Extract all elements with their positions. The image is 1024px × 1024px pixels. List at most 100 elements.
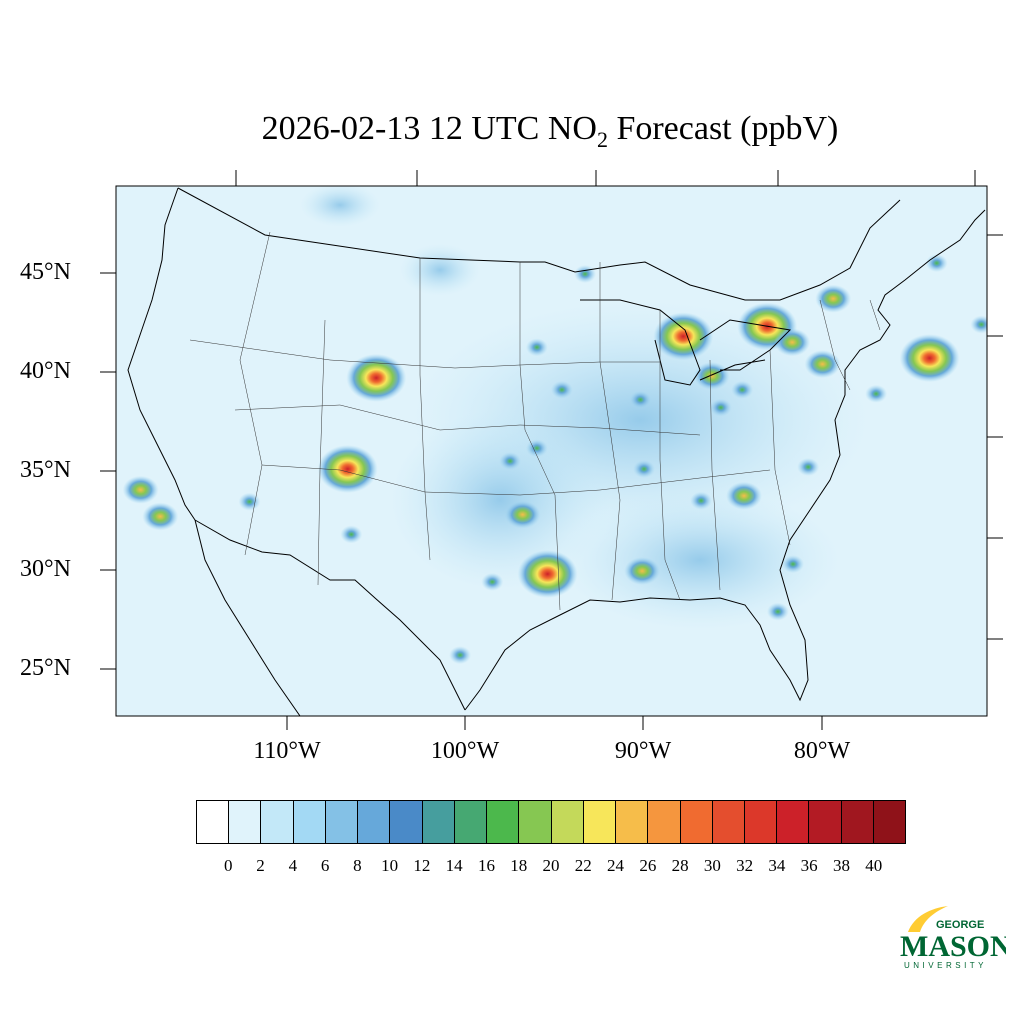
gmu-logo: GEORGE MASON UNIVERSITY <box>900 906 1006 970</box>
lon-label-90w: 90°W <box>614 738 672 764</box>
hotspot-san-francisco <box>58 407 80 425</box>
colorbar-cell <box>648 801 681 843</box>
title-prefix: 2026-02-13 12 UTC NO <box>261 110 597 147</box>
colorbar-tick-label: 26 <box>639 856 657 875</box>
hotspot-san-diego <box>142 502 179 531</box>
colorbar-cell <box>197 801 230 843</box>
title-suffix: Forecast (ppbV) <box>607 110 839 147</box>
state-borders <box>189 231 881 611</box>
colorbar-tick-label: 0 <box>224 856 233 875</box>
colorbar-tick-label: 28 <box>671 856 689 875</box>
colorbar-tick-label: 18 <box>510 856 528 875</box>
colorbar <box>196 800 906 844</box>
colorbar-tick-label: 20 <box>542 856 560 875</box>
colorbar-tick-label: 12 <box>413 856 431 875</box>
hotspot-omaha <box>525 338 548 357</box>
great-lakes <box>580 299 792 386</box>
colorbar-tick-label: 4 <box>288 856 298 875</box>
hotspot-indianapolis <box>693 362 730 390</box>
hotspot-layer <box>56 213 987 665</box>
colorbar-tick-label: 22 <box>574 856 592 875</box>
hotspot-seattle <box>56 213 78 231</box>
colorbar-cell <box>809 801 842 843</box>
colorbar-cell <box>390 801 423 843</box>
hotspot-tampa <box>766 602 789 621</box>
canada-border <box>177 187 901 301</box>
hotspot-jacksonville <box>782 555 804 574</box>
hotspot-albuquerque <box>317 445 378 493</box>
colorbar-cell <box>680 801 713 843</box>
colorbar-cell <box>777 801 810 843</box>
colorbar-tick-label: 32 <box>736 856 754 875</box>
lon-label-80w: 80°W <box>793 738 851 764</box>
colorbar-cell <box>487 801 520 843</box>
hotspot-charlotte <box>797 458 820 476</box>
colorbar-tick-label: 14 <box>445 856 463 875</box>
lat-label-35: 35°N <box>20 457 71 483</box>
hotspot-oklahoma-city <box>499 452 522 471</box>
hotspot-st-louis <box>629 390 652 409</box>
us-mexico-border <box>194 519 466 711</box>
colorbar-tick-label: 6 <box>320 856 330 875</box>
colorbar-tick-label: 2 <box>256 856 265 875</box>
colorbar-tick-label: 36 <box>800 856 818 875</box>
lat-label-25: 25°N <box>20 655 71 681</box>
colorbar-tick-label: 24 <box>607 856 625 875</box>
colorbar-cell <box>712 801 745 843</box>
lat-label-30: 30°N <box>20 556 71 582</box>
lon-label-100w: 100°W <box>430 738 500 764</box>
hotspot-san-antonio <box>481 572 504 591</box>
title-subscript: 2 <box>596 126 608 152</box>
colorbar-tick-label: 34 <box>768 856 786 875</box>
hotspot-los-angeles <box>122 475 159 504</box>
hotspot-tulsa <box>525 439 548 458</box>
colorbar-tick-label: 40 <box>865 856 883 875</box>
colorbar-cell <box>293 801 326 843</box>
country-borders <box>127 187 986 716</box>
plot-frame <box>115 185 988 717</box>
colorbar-cell <box>519 801 552 843</box>
colorbar-tick-label: 30 <box>703 856 721 875</box>
hotspot-washington <box>865 384 888 403</box>
colorbar-tick-label: 16 <box>477 856 495 875</box>
frame-ticks <box>100 170 1003 730</box>
colorbar-cell <box>454 801 488 843</box>
colorbar-cell <box>358 801 391 843</box>
logo-university: UNIVERSITY <box>904 961 987 970</box>
colorbar-cell <box>841 801 874 843</box>
west-coast <box>127 187 196 521</box>
lon-label-110w: 110°W <box>253 738 321 764</box>
colorbar-tick-label: 10 <box>381 856 399 875</box>
logo-swoosh <box>908 906 948 932</box>
colorbar-cell <box>422 801 455 843</box>
hotspot-cincinnati <box>731 380 754 399</box>
lat-label-45: 45°N <box>20 259 71 285</box>
colorbar-cell <box>551 801 584 843</box>
lat-label-40: 40°N <box>20 358 71 384</box>
hotspot-chicago <box>653 312 714 361</box>
colorbar-cell <box>583 801 617 843</box>
colorbar-cell <box>229 801 262 843</box>
colorbar-cell <box>744 801 778 843</box>
hotspot-montreal <box>925 254 948 273</box>
hotspot-houston <box>517 550 578 598</box>
hotspot-louisville <box>709 398 732 417</box>
hotspot-new-orleans <box>624 557 661 585</box>
hotspot-el-paso <box>340 525 363 544</box>
logo-george: GEORGE <box>936 919 984 931</box>
gulf-coast <box>464 569 809 711</box>
colorbar-cell <box>325 801 359 843</box>
hotspot-toronto <box>815 284 852 313</box>
east-coast <box>779 209 986 571</box>
colorbar-cell <box>261 801 294 843</box>
hotspot-memphis <box>633 460 655 478</box>
map-title: 2026-02-13 12 UTC NO2 Forecast (ppbV) <box>0 110 1024 153</box>
hotspot-phoenix <box>238 492 261 511</box>
hotspot-birmingham <box>690 491 713 510</box>
colorbar-tick-label: 8 <box>353 856 362 875</box>
colorbar-cell <box>873 801 906 843</box>
colorbar-tick-label: 38 <box>832 856 850 875</box>
hotspot-monterrey <box>449 646 472 665</box>
hotspot-minneapolis <box>574 265 597 283</box>
hotspot-atlanta <box>726 481 762 510</box>
